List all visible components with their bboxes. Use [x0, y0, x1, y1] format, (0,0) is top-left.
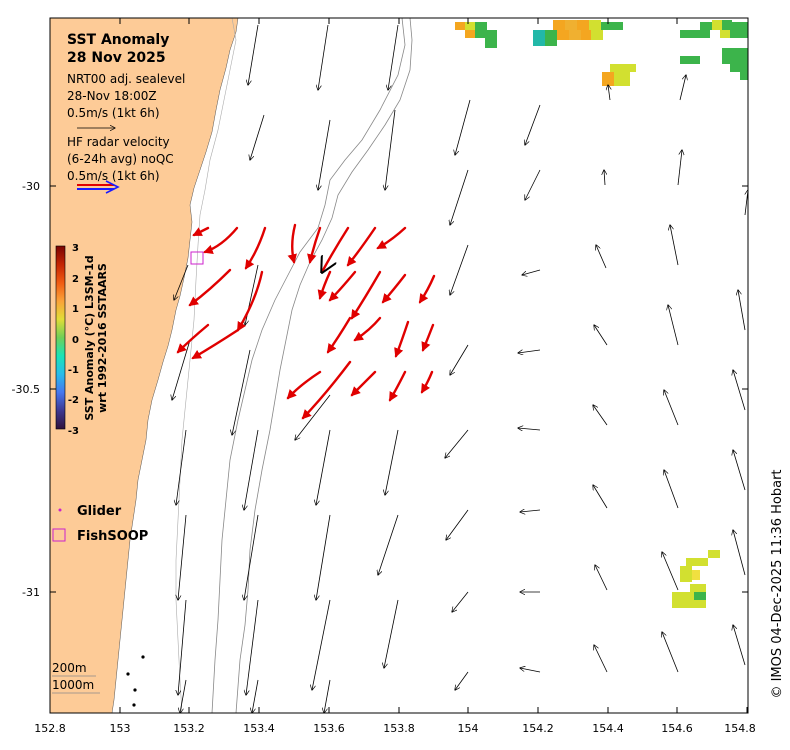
- y-tick-label: -30.5: [12, 383, 40, 396]
- isobath-1000m: [235, 18, 413, 713]
- colorbar-tick: -3: [68, 426, 79, 437]
- model-legend-line1: NRT00 adj. sealevel: [67, 72, 185, 86]
- radar-legend-line1: HF radar velocity: [67, 135, 170, 149]
- land-coastline: [50, 18, 239, 713]
- colorbar-tick: -2: [68, 395, 79, 406]
- colorbar-tick: 1: [72, 304, 79, 315]
- radar-scale-arrow: [77, 180, 120, 194]
- model-legend-line2: 28-Nov 18:00Z: [67, 89, 157, 103]
- x-tick-label: 154.8: [724, 722, 756, 735]
- glider-legend-label: Glider: [77, 504, 122, 519]
- x-tick-label: 152.8: [34, 722, 66, 735]
- fishsoop-legend-square: [52, 528, 66, 542]
- fishsoop-legend-label: FishSOOP: [77, 529, 148, 544]
- x-tick-label: 153.8: [383, 722, 415, 735]
- x-tick-label: 153.4: [243, 722, 275, 735]
- isobath-label-200m: 200m: [52, 661, 87, 675]
- x-tick-label: 154: [458, 722, 479, 735]
- sst-pixels: [455, 20, 748, 608]
- map-date: 28 Nov 2025: [67, 50, 166, 66]
- isobath-200m: [211, 18, 406, 713]
- x-tick-label: 154.6: [661, 722, 693, 735]
- y-axis: [50, 185, 748, 593]
- colorbar-tick: 0: [72, 335, 79, 346]
- radar-legend-line2: (6-24h avg) noQC: [67, 152, 174, 166]
- colorbar-tick: 2: [72, 274, 79, 285]
- model-velocity-arrows: [172, 24, 748, 713]
- x-tick-label: 153.6: [313, 722, 345, 735]
- x-tick-label: 154.2: [522, 722, 554, 735]
- y-tick-label: -30: [22, 180, 40, 193]
- colorbar: [55, 245, 66, 430]
- y-tick-label: -31: [22, 586, 40, 599]
- colorbar-label-1: SST Anomaly (°C) L3SM-1d: [83, 255, 96, 420]
- isobath-200m-inner: [175, 18, 237, 713]
- x-tick-label: 154.4: [592, 722, 624, 735]
- map-title: SST Anomaly: [67, 32, 169, 48]
- credit-text: © IMOS 04-Dec-2025 11:36 Hobart: [770, 469, 785, 698]
- fishsoop-marker[interactable]: [190, 251, 204, 265]
- colorbar-tick: 3: [72, 243, 79, 254]
- radar-legend-scale: 0.5m/s (1kt 6h): [67, 169, 160, 183]
- x-tick-label: 153: [110, 722, 131, 735]
- glider-legend-dot: [58, 508, 62, 512]
- x-axis: [49, 18, 748, 713]
- x-tick-label: 153.2: [173, 722, 205, 735]
- colorbar-label-2: wrt 1992-2016 SSTAARS: [96, 263, 109, 413]
- hf-radar-arrows: [176, 223, 436, 420]
- colorbar-tick: -1: [68, 365, 79, 376]
- isobath-label-1000m: 1000m: [52, 678, 94, 692]
- model-legend-scale: 0.5m/s (1kt 6h): [67, 106, 160, 120]
- island-dots: [126, 655, 145, 707]
